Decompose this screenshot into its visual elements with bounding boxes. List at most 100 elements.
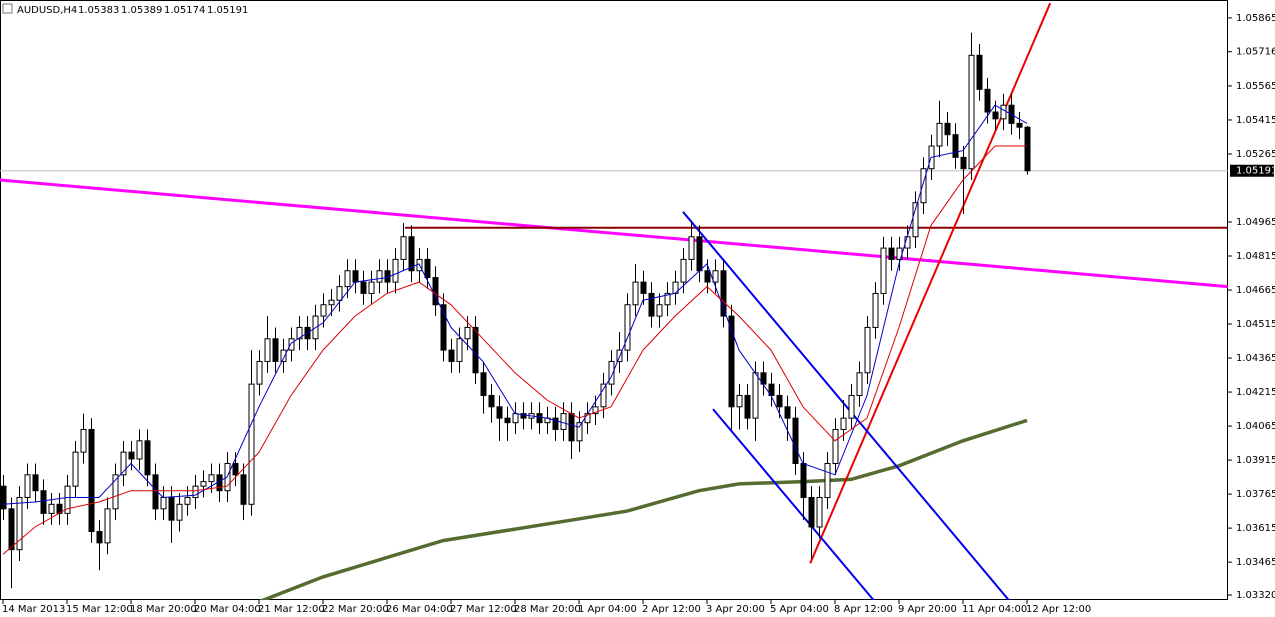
trendline <box>682 211 1010 600</box>
moving-average <box>2 145 1027 555</box>
candle-body <box>816 497 823 528</box>
candle-body <box>448 349 455 362</box>
candle-body <box>352 270 359 283</box>
candle-body <box>800 462 807 499</box>
candle-body <box>848 394 855 419</box>
candle-body <box>776 394 783 408</box>
y-tick-label: 1.03320 <box>1236 590 1275 601</box>
x-tick-label: 18 Mar 20:00 <box>130 604 197 615</box>
candle-body <box>40 490 47 514</box>
candle-body <box>400 236 407 260</box>
candle-body <box>376 270 383 283</box>
candle-body <box>944 122 951 136</box>
candle-body <box>48 503 55 514</box>
x-tick-label: 11 Apr 04:00 <box>962 604 1027 615</box>
candle-body <box>488 394 495 408</box>
y-tick-label: 1.04815 <box>1236 251 1275 262</box>
candle-body <box>560 413 567 430</box>
candle-body <box>168 497 175 521</box>
candle-body <box>136 440 143 460</box>
candle-body <box>664 292 671 306</box>
candle-body <box>496 406 503 419</box>
candle-body <box>808 497 815 528</box>
y-tick-label: 1.05265 <box>1236 149 1275 160</box>
candle-body <box>144 440 151 476</box>
candle-body <box>912 202 919 238</box>
candle-body <box>248 383 255 505</box>
candle-body <box>128 451 135 460</box>
candle-body <box>624 304 631 351</box>
candle-body <box>888 247 895 260</box>
y-tick-label: 1.03915 <box>1236 455 1275 466</box>
candle-body <box>864 326 871 374</box>
candle-body <box>608 360 615 385</box>
x-tick-label: 27 Mar 12:00 <box>450 604 517 615</box>
candle-body <box>1000 104 1007 120</box>
candle-body <box>480 372 487 396</box>
candle-body <box>536 413 543 424</box>
candle-body <box>88 428 95 533</box>
candle-body <box>992 111 999 120</box>
candle-body <box>696 236 703 272</box>
candle-body <box>968 54 975 170</box>
candle-body <box>208 474 215 483</box>
header-icon <box>2 3 13 14</box>
x-tick-label: 20 Mar 04:00 <box>194 604 261 615</box>
candle-body <box>952 134 959 158</box>
candle-body <box>296 326 303 340</box>
candle-body <box>80 428 87 453</box>
price-label-box <box>1230 164 1274 177</box>
candle-body <box>824 462 831 499</box>
candle-body <box>736 394 743 408</box>
candle-body <box>648 292 655 317</box>
y-tick-label: 1.04215 <box>1236 387 1275 398</box>
candle-body <box>0 485 7 510</box>
header-high: 1.05389 <box>121 5 162 16</box>
x-tick-label: 1 Apr 04:00 <box>578 604 637 615</box>
candle-body <box>832 428 839 464</box>
candle-body <box>64 485 71 514</box>
candle-body <box>8 508 15 551</box>
candle-body <box>792 417 799 464</box>
header-close: 1.05191 <box>207 5 248 16</box>
y-tick-label: 1.05716 <box>1236 47 1275 58</box>
candle-body <box>576 422 583 442</box>
candle-body <box>640 281 647 294</box>
y-tick-label: 1.03615 <box>1236 523 1275 534</box>
candle-body <box>728 315 735 408</box>
candle-body <box>688 236 695 260</box>
candle-body <box>1016 122 1023 128</box>
candle-body <box>984 88 991 113</box>
candle-body <box>72 451 79 487</box>
x-tick-label: 8 Apr 12:00 <box>834 604 893 615</box>
candle-body <box>552 417 559 430</box>
header-open: 1.05383 <box>78 5 119 16</box>
candle-body <box>320 304 327 317</box>
y-tick-label: 1.04965 <box>1236 217 1275 228</box>
candle-body <box>680 258 687 283</box>
candle-body <box>712 270 719 283</box>
candle-body <box>184 497 191 505</box>
x-tick-label: 5 Apr 04:00 <box>770 604 829 615</box>
y-tick-label: 1.04065 <box>1236 421 1275 432</box>
candle-body <box>720 270 727 317</box>
y-tick-label: 1.04365 <box>1236 353 1275 364</box>
candle-body <box>328 299 335 306</box>
candle-body <box>656 304 663 317</box>
candle-body <box>752 372 759 419</box>
candle-body <box>392 258 399 283</box>
candle-body <box>200 481 207 487</box>
candle-body <box>120 451 127 476</box>
trendline <box>0 178 1228 289</box>
candle-body <box>856 372 863 396</box>
moving-average <box>258 418 1028 600</box>
plot-frame <box>0 0 1228 600</box>
trendline <box>809 2 1052 564</box>
candle-body <box>744 394 751 419</box>
y-tick-label: 1.04665 <box>1236 285 1275 296</box>
x-tick-label: 2 Apr 12:00 <box>642 604 701 615</box>
x-tick-label: 3 Apr 20:00 <box>706 604 765 615</box>
x-tick-label: 15 Mar 12:00 <box>66 604 133 615</box>
x-tick-label: 26 Mar 04:00 <box>386 604 453 615</box>
moving-average <box>2 104 1028 505</box>
